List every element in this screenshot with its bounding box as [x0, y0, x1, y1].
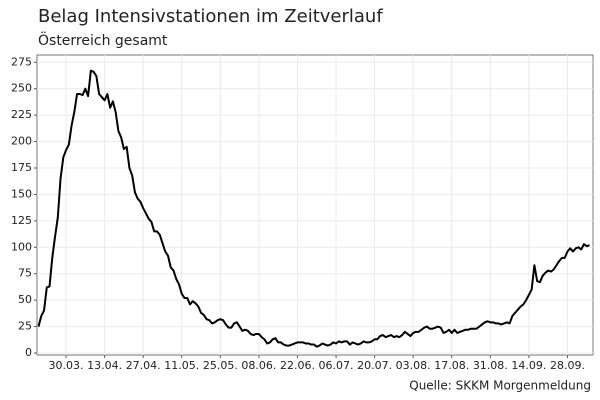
- x-tick-label: 22.06.: [280, 359, 315, 372]
- chart-title: Belag Intensivstationen im Zeitverlauf: [38, 6, 383, 27]
- x-tick-label: 31.08.: [473, 359, 508, 372]
- x-tick-label: 20.07.: [357, 359, 392, 372]
- x-tick-label: 25.05.: [203, 359, 238, 372]
- y-tick-label: 150: [11, 187, 32, 200]
- data-line: [37, 69, 590, 348]
- y-tick-label: 100: [11, 240, 32, 253]
- x-tick-label: 27.04.: [126, 359, 161, 372]
- x-tick-label: 03.08.: [396, 359, 431, 372]
- y-tick-label: 50: [18, 293, 32, 306]
- y-tick-label: 25: [18, 320, 32, 333]
- x-tick-label: 08.06.: [241, 359, 276, 372]
- chart-subtitle: Österreich gesamt: [38, 31, 168, 49]
- y-tick-label: 275: [11, 55, 32, 68]
- y-tick-label: 200: [11, 135, 32, 148]
- plot-panel: [36, 54, 594, 356]
- y-tick-label: 250: [11, 82, 32, 95]
- x-tick-label: 30.03.: [49, 359, 84, 372]
- x-tick-label: 11.05.: [164, 359, 199, 372]
- caption: Quelle: SKKM Morgenmeldung: [409, 379, 591, 393]
- x-tick-label: 14.09.: [511, 359, 546, 372]
- x-tick-label: 13.04.: [87, 359, 122, 372]
- x-tick-label: 28.09.: [550, 359, 585, 372]
- x-tick-label: 17.08.: [434, 359, 469, 372]
- y-tick-label: 175: [11, 161, 32, 174]
- y-tick-label: 0: [25, 346, 32, 359]
- y-tick-label: 125: [11, 214, 32, 227]
- y-tick-label: 75: [18, 267, 32, 280]
- x-tick-label: 06.07.: [319, 359, 354, 372]
- y-tick-label: 225: [11, 108, 32, 121]
